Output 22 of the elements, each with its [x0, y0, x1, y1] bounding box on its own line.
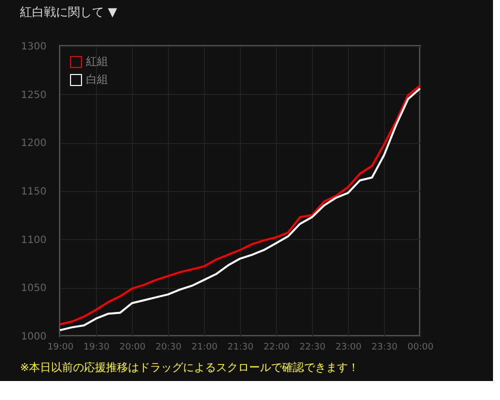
x-tick-label: 19:30: [84, 342, 110, 352]
x-tick-label: 20:00: [120, 342, 146, 352]
x-tick-label: 00:00: [408, 342, 434, 352]
x-tick-label: 23:00: [336, 342, 362, 352]
chart-title: 紅白戦に関して ▼: [20, 5, 118, 19]
legend-label: 白組: [86, 73, 108, 86]
x-tick-label: 20:30: [156, 342, 182, 352]
y-tick-label: 1100: [21, 234, 46, 246]
x-tick-label: 23:30: [372, 342, 398, 352]
x-tick-label: 21:00: [192, 342, 218, 352]
x-tick-label: 22:00: [264, 342, 290, 352]
y-tick-label: 1200: [21, 138, 46, 150]
y-tick-label: 1300: [21, 42, 46, 52]
x-tick-label: 19:00: [48, 342, 74, 352]
x-tick-label: 22:30: [300, 342, 326, 352]
y-tick-label: 1150: [21, 186, 46, 198]
y-tick-label: 1000: [21, 332, 46, 342]
text: ※本日以前の応援推移はドラッグによるスクロールで確認できます！: [20, 361, 360, 374]
y-tick-label: 1050: [21, 283, 46, 294]
x-tick-label: 21:30: [228, 342, 254, 352]
y-tick-label: 1250: [21, 90, 46, 101]
legend-label: 紅組: [86, 55, 108, 68]
